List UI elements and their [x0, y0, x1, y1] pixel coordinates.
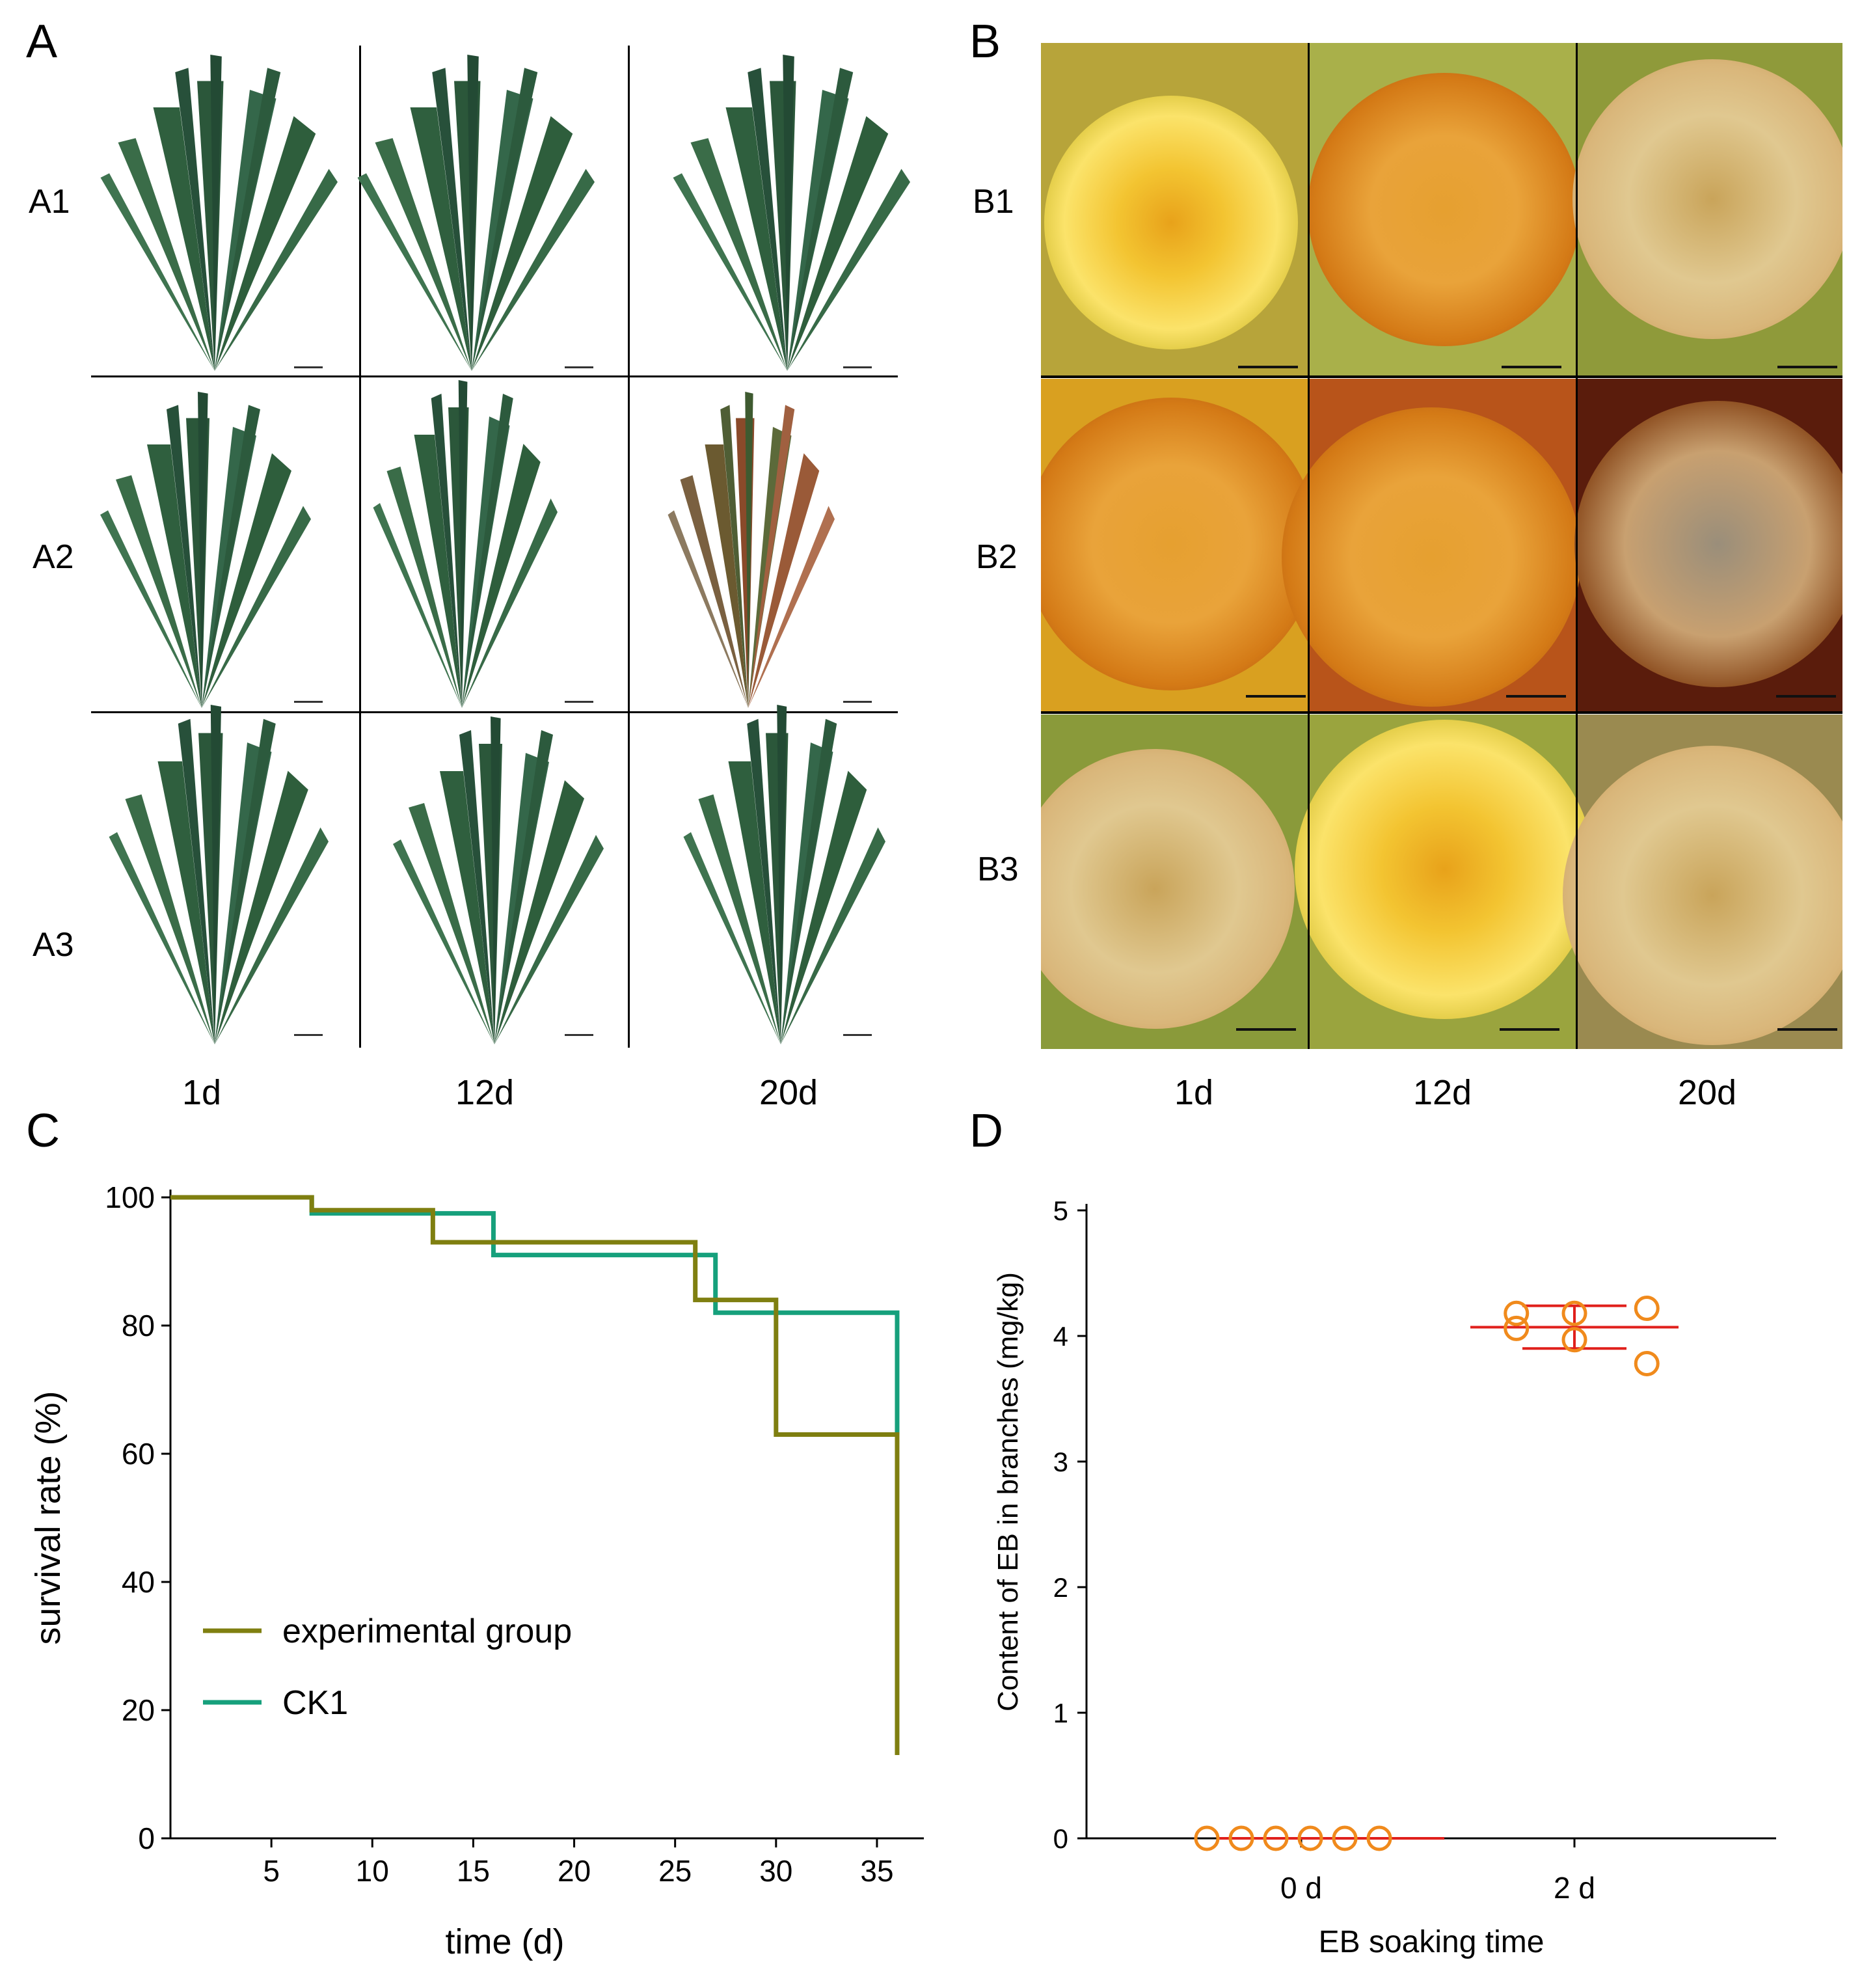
scale-bar — [1500, 1028, 1559, 1031]
x-tick-label: 5 — [263, 1854, 280, 1888]
scale-bar — [1777, 1028, 1837, 1031]
y-tick-label: 2 — [1053, 1572, 1068, 1603]
panel-a-photo-grid: A1 A2 A3 — [0, 0, 924, 1110]
x-axis-title: time (d) — [445, 1922, 564, 1961]
row-label-a2: A2 — [33, 538, 74, 576]
panel-label-a: A — [26, 16, 58, 68]
row-label-a3: A3 — [33, 926, 74, 964]
column-label-1d: 1d — [1174, 1073, 1214, 1112]
grid-line-horizontal — [91, 375, 898, 377]
panel-b-micrograph-grid: B1 B2 B3 — [924, 0, 1862, 1110]
panel-label-d: D — [969, 1105, 1003, 1157]
data-point — [1366, 1825, 1392, 1851]
y-tick-label: 20 — [122, 1693, 155, 1727]
row-label-a1: A1 — [29, 183, 70, 221]
data-point — [1561, 1327, 1587, 1353]
survival-chart: 0 20 40 60 80 100 5 10 15 20 25 30 35 time (d) surviva… — [29, 1180, 924, 1961]
scale-bar — [565, 366, 593, 368]
scale-bar — [294, 1034, 323, 1036]
pine-branch-photos — [100, 54, 910, 1044]
y-tick-label: 0 — [1053, 1823, 1068, 1854]
x-tick-label: 0 d — [1280, 1871, 1322, 1905]
scale-bar — [843, 1034, 872, 1036]
row-label-b2: B2 — [976, 538, 1018, 576]
y-tick-label: 60 — [122, 1437, 155, 1471]
grid-line-vertical — [628, 46, 630, 1048]
scale-bar — [1246, 695, 1306, 698]
y-tick-label: 4 — [1053, 1321, 1068, 1352]
scale-bar — [294, 366, 323, 368]
y-tick-label: 40 — [122, 1565, 155, 1599]
scale-bar — [1506, 695, 1566, 698]
legend-label: experimental group — [282, 1613, 572, 1650]
scale-bar — [843, 701, 872, 703]
x-tick-label: 15 — [457, 1854, 490, 1888]
panel-label-b: B — [969, 16, 1001, 68]
y-tick-label: 100 — [105, 1180, 155, 1214]
column-label-12d: 12d — [1412, 1073, 1472, 1112]
scale-bar — [1238, 366, 1298, 368]
data-point — [1194, 1825, 1220, 1851]
legend-label: CK1 — [282, 1684, 348, 1722]
data-point — [1263, 1825, 1289, 1851]
y-tick-label: 1 — [1053, 1698, 1068, 1728]
y-tick-label: 0 — [138, 1821, 155, 1855]
row-label-b3: B3 — [977, 851, 1019, 888]
scale-bar — [1776, 695, 1836, 698]
y-tick-label: 5 — [1053, 1195, 1068, 1226]
stem-cross-sections — [1041, 43, 1842, 1049]
scale-bar — [565, 1034, 593, 1036]
data-point — [1504, 1315, 1530, 1341]
x-axis-title: EB soaking time — [1319, 1925, 1545, 1959]
series-line-ck1 — [170, 1195, 900, 1435]
data-point — [1297, 1825, 1323, 1851]
grid-line-horizontal — [91, 711, 898, 713]
data-point — [1332, 1825, 1358, 1851]
column-label-12d: 12d — [455, 1073, 515, 1112]
x-tick-label: 30 — [759, 1854, 792, 1888]
column-label-20d: 20d — [759, 1073, 818, 1112]
eb-content-chart: 0 1 2 3 4 5 0 d 2 d EB soaking time Content of EB… — [992, 1195, 1776, 1959]
scale-bar — [565, 701, 593, 703]
data-point — [1634, 1296, 1660, 1322]
panel-label-c: C — [26, 1105, 60, 1157]
column-label-20d: 20d — [1677, 1073, 1737, 1112]
scale-bar — [1236, 1028, 1296, 1031]
data-point — [1561, 1300, 1587, 1326]
grid-line-vertical — [359, 46, 361, 1048]
scale-bar — [1777, 366, 1837, 368]
x-tick-label: 10 — [356, 1854, 389, 1888]
x-tick-label: 35 — [860, 1854, 893, 1888]
data-point — [1504, 1300, 1530, 1326]
data-point — [1634, 1350, 1660, 1376]
data-point — [1228, 1825, 1254, 1851]
x-tick-label: 2 d — [1554, 1871, 1595, 1905]
y-tick-label: 80 — [122, 1309, 155, 1342]
scale-bar — [1502, 366, 1561, 368]
column-label-1d: 1d — [182, 1073, 222, 1112]
series-line-experimental — [170, 1195, 900, 1755]
row-label-b1: B1 — [973, 183, 1014, 221]
y-axis-title: Content of EB in branches (mg/kg) — [992, 1272, 1024, 1711]
scale-bar — [294, 701, 323, 703]
scale-bar — [843, 366, 872, 368]
x-tick-label: 20 — [558, 1854, 591, 1888]
y-tick-label: 3 — [1053, 1447, 1068, 1477]
x-tick-label: 25 — [658, 1854, 692, 1888]
y-axis-title: survival rate (%) — [29, 1391, 68, 1644]
